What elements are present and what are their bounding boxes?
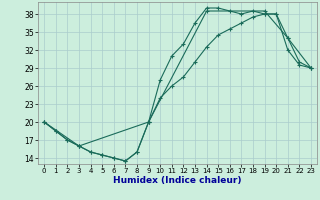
X-axis label: Humidex (Indice chaleur): Humidex (Indice chaleur) bbox=[113, 176, 242, 185]
